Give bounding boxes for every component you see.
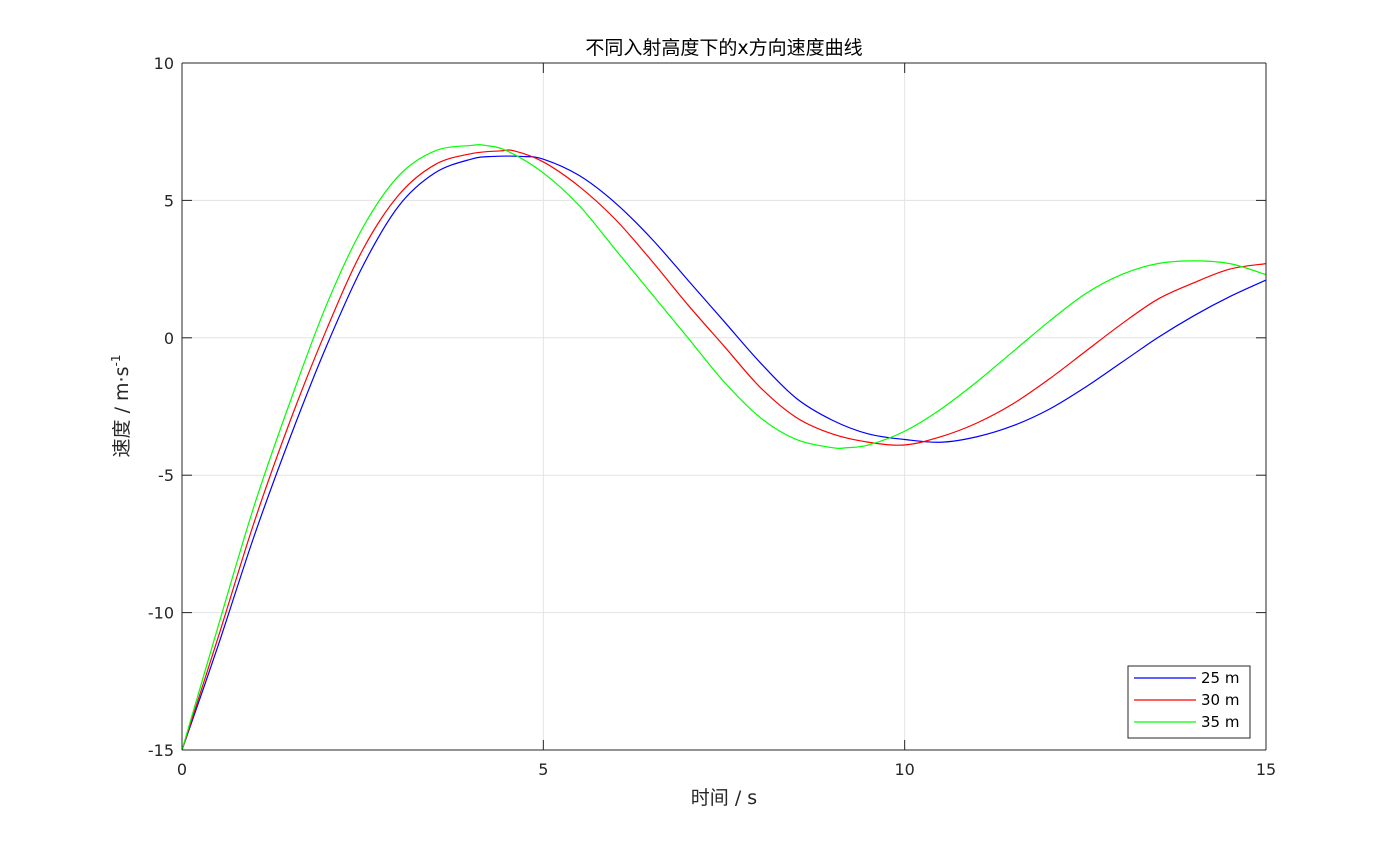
y-tick-label: 10	[154, 54, 174, 73]
y-axis-label: 速度 / m·s-1	[109, 355, 133, 458]
legend-label: 25 m	[1201, 669, 1239, 687]
x-tick-label: 15	[1256, 760, 1276, 779]
plot-area	[182, 63, 1266, 750]
x-axis-label: 时间 / s	[691, 787, 757, 809]
tick-labels: 0 5 10 15 -15 -10 -5 0 5 10	[148, 54, 1276, 779]
axes	[181, 62, 1267, 751]
series-layer	[181, 144, 1267, 751]
y-tick-label: 0	[164, 329, 174, 348]
series-line-30m	[181, 149, 1267, 751]
legend-label: 30 m	[1201, 691, 1239, 709]
x-tick-label: 0	[177, 760, 187, 779]
y-axis-label-main: 速度 / m·s	[111, 367, 133, 458]
y-axis-label-superscript: -1	[109, 355, 123, 367]
legend-label: 35 m	[1201, 713, 1239, 731]
series-line-35m	[181, 144, 1267, 751]
x-tick-label: 10	[894, 760, 914, 779]
series-line-25m	[181, 155, 1267, 751]
y-tick-label: -5	[158, 466, 174, 485]
x-tick-label: 5	[538, 760, 548, 779]
y-tick-label: 5	[164, 191, 174, 210]
y-tick-label: -10	[148, 604, 174, 623]
legend: 25 m 30 m 35 m	[1127, 665, 1251, 739]
y-tick-label: -15	[148, 741, 174, 760]
chart-title: 不同入射高度下的x方向速度曲线	[585, 37, 862, 59]
